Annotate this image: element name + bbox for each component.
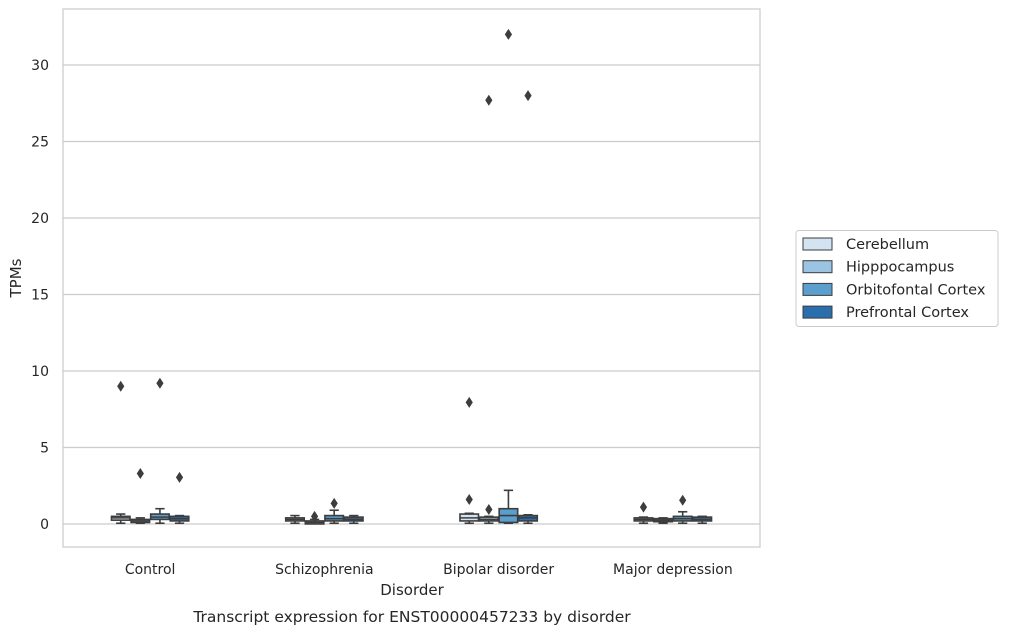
legend-swatch [802,305,833,319]
box [459,396,480,525]
outlier-point [310,510,319,522]
box [498,28,519,525]
box [149,377,170,525]
category-group [284,497,364,525]
box [653,517,674,525]
box [517,90,539,525]
outlier-point [117,380,125,392]
y-gridlines [63,64,760,525]
x-tick-label: Bipolar disorder [443,562,554,578]
chart-caption: Transcript expression for ENST0000045723… [192,608,631,626]
plot-area [63,9,760,547]
box [672,494,693,525]
outlier-point [485,94,493,106]
outlier-point [330,497,338,509]
box-groups [110,28,713,525]
y-tick-label: 5 [40,441,49,457]
x-axis-label: Disorder [380,581,444,599]
legend-frame [795,230,999,327]
box [130,468,151,525]
box [633,501,654,525]
outlier-point [679,494,687,506]
legend-swatch [802,282,833,296]
box [343,514,364,525]
outlier-point [485,503,493,515]
y-tick-label: 10 [31,364,49,380]
y-tick-label: 15 [31,288,49,304]
y-tick-label: 30 [31,58,49,74]
box [169,471,190,525]
category-group [110,377,190,525]
y-tick-label: 20 [31,211,49,227]
x-tick-labels: Control Schizophrenia Bipolar disorder Majo… [125,562,733,578]
box [692,515,713,525]
legend: Cerebellum Hipppocampus Orbitofontal Corte… [795,230,999,327]
outlier-point [156,377,164,389]
legend-swatch [802,260,833,274]
y-tick-labels: 0 5 10 15 20 25 30 [31,58,49,533]
legend-label: Hipppocampus [846,260,954,276]
category-group [633,494,713,525]
y-axis-label: TPMs [7,258,25,298]
outlier-point [639,501,648,513]
legend-label: Orbitofontal Cortex [846,282,986,298]
y-tick-label: 25 [31,135,49,151]
x-tick-label: Major depression [613,562,733,578]
category-group [459,28,539,525]
legend-swatch [802,237,833,251]
box [284,514,306,525]
box [478,94,499,525]
box [324,497,345,525]
box [304,510,325,525]
plot-frame [62,8,761,548]
outlier-point [175,471,184,483]
outlier-point [524,90,532,102]
outlier-point [504,28,513,40]
x-tick-label: Schizophrenia [275,562,373,578]
y-tick-label: 0 [40,517,49,533]
legend-label: Cerebellum [846,237,929,253]
legend-label: Prefrontal Cortex [846,305,969,321]
outlier-point [465,494,473,506]
outlier-point [136,468,144,480]
box [110,380,131,525]
x-tick-label: Control [125,562,176,578]
outlier-point [465,396,473,408]
